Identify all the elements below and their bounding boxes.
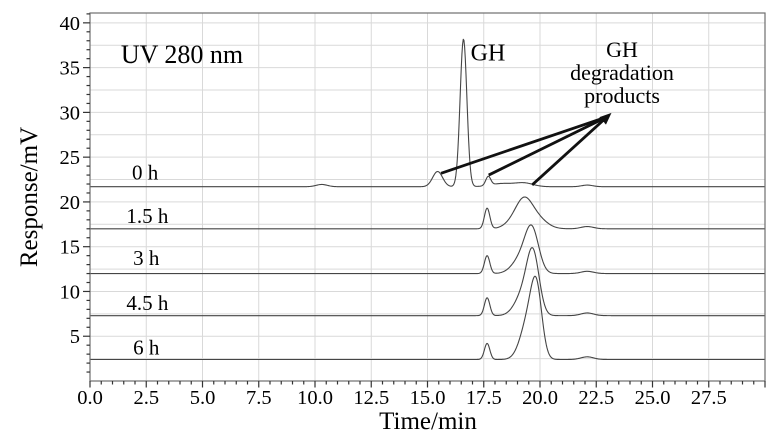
x-axis-title: Time/min [379, 408, 477, 435]
trace-label-6-h: 6 h [133, 335, 160, 359]
x-tick-label: 20.0 [522, 387, 558, 409]
x-tick-label: 17.5 [466, 387, 502, 409]
y-tick-label: 5 [70, 326, 80, 348]
x-tick-label: 22.5 [578, 387, 614, 409]
y-tick-label: 10 [60, 281, 81, 303]
degradation-arrow [488, 115, 608, 177]
axis-ticks [83, 13, 766, 388]
x-tick-label: 2.5 [133, 387, 159, 409]
degradation-arrow [440, 115, 608, 175]
x-tick-labels: 0.0 2.5 5.0 7.5 10.0 12.5 15.0 17.5 20.0 22.5 25.0… [77, 387, 727, 409]
degradation-products-label: GH degradation products [570, 38, 674, 107]
degradation-label-line2: degradation [570, 60, 674, 85]
y-tick-labels: 5 10 15 20 25 30 35 40 [60, 13, 81, 348]
degradation-label-line3: products [584, 83, 660, 108]
degradation-label-line1: GH [606, 37, 638, 62]
trace-6-h [90, 275, 765, 361]
degradation-arrow [531, 112, 612, 186]
y-tick-label: 15 [60, 237, 81, 259]
gh-peak-label: GH [470, 40, 506, 67]
degradation-arrows [440, 112, 612, 186]
x-tick-label: 10.0 [297, 387, 333, 409]
trace-label-3-h: 3 h [133, 246, 160, 270]
x-tick-label: 5.0 [190, 387, 216, 409]
y-tick-label: 30 [60, 102, 81, 124]
y-axis-title: Response/mV [16, 126, 43, 268]
x-tick-label: 7.5 [246, 387, 272, 409]
y-tick-label: 35 [60, 58, 81, 80]
x-tick-label: 15.0 [410, 387, 446, 409]
trace-labels: 0 h 1.5 h 3 h 4.5 h 6 h [126, 160, 169, 359]
trace-label-1-5-h: 1.5 h [126, 204, 169, 228]
gridlines [90, 13, 765, 381]
y-tick-label: 20 [60, 192, 81, 214]
trace-3-h [90, 224, 765, 275]
x-tick-label: 27.5 [691, 387, 727, 409]
trace-label-4-5-h: 4.5 h [126, 291, 169, 315]
y-tick-label: 40 [60, 13, 81, 35]
trace-1-5-h [90, 196, 765, 230]
x-tick-label: 0.0 [77, 387, 103, 409]
traces [90, 38, 765, 361]
x-tick-label: 25.0 [635, 387, 671, 409]
uv-detector-label: UV 280 nm [120, 40, 244, 69]
y-tick-label: 25 [60, 147, 81, 169]
trace-label-0-h: 0 h [132, 160, 159, 184]
trace-4-5-h [90, 247, 765, 317]
x-tick-label: 12.5 [353, 387, 389, 409]
trace-0-h [90, 38, 765, 188]
